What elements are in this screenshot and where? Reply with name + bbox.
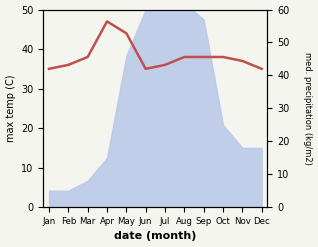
X-axis label: date (month): date (month) <box>114 231 197 242</box>
Y-axis label: med. precipitation (kg/m2): med. precipitation (kg/m2) <box>303 52 313 165</box>
Y-axis label: max temp (C): max temp (C) <box>5 75 16 142</box>
